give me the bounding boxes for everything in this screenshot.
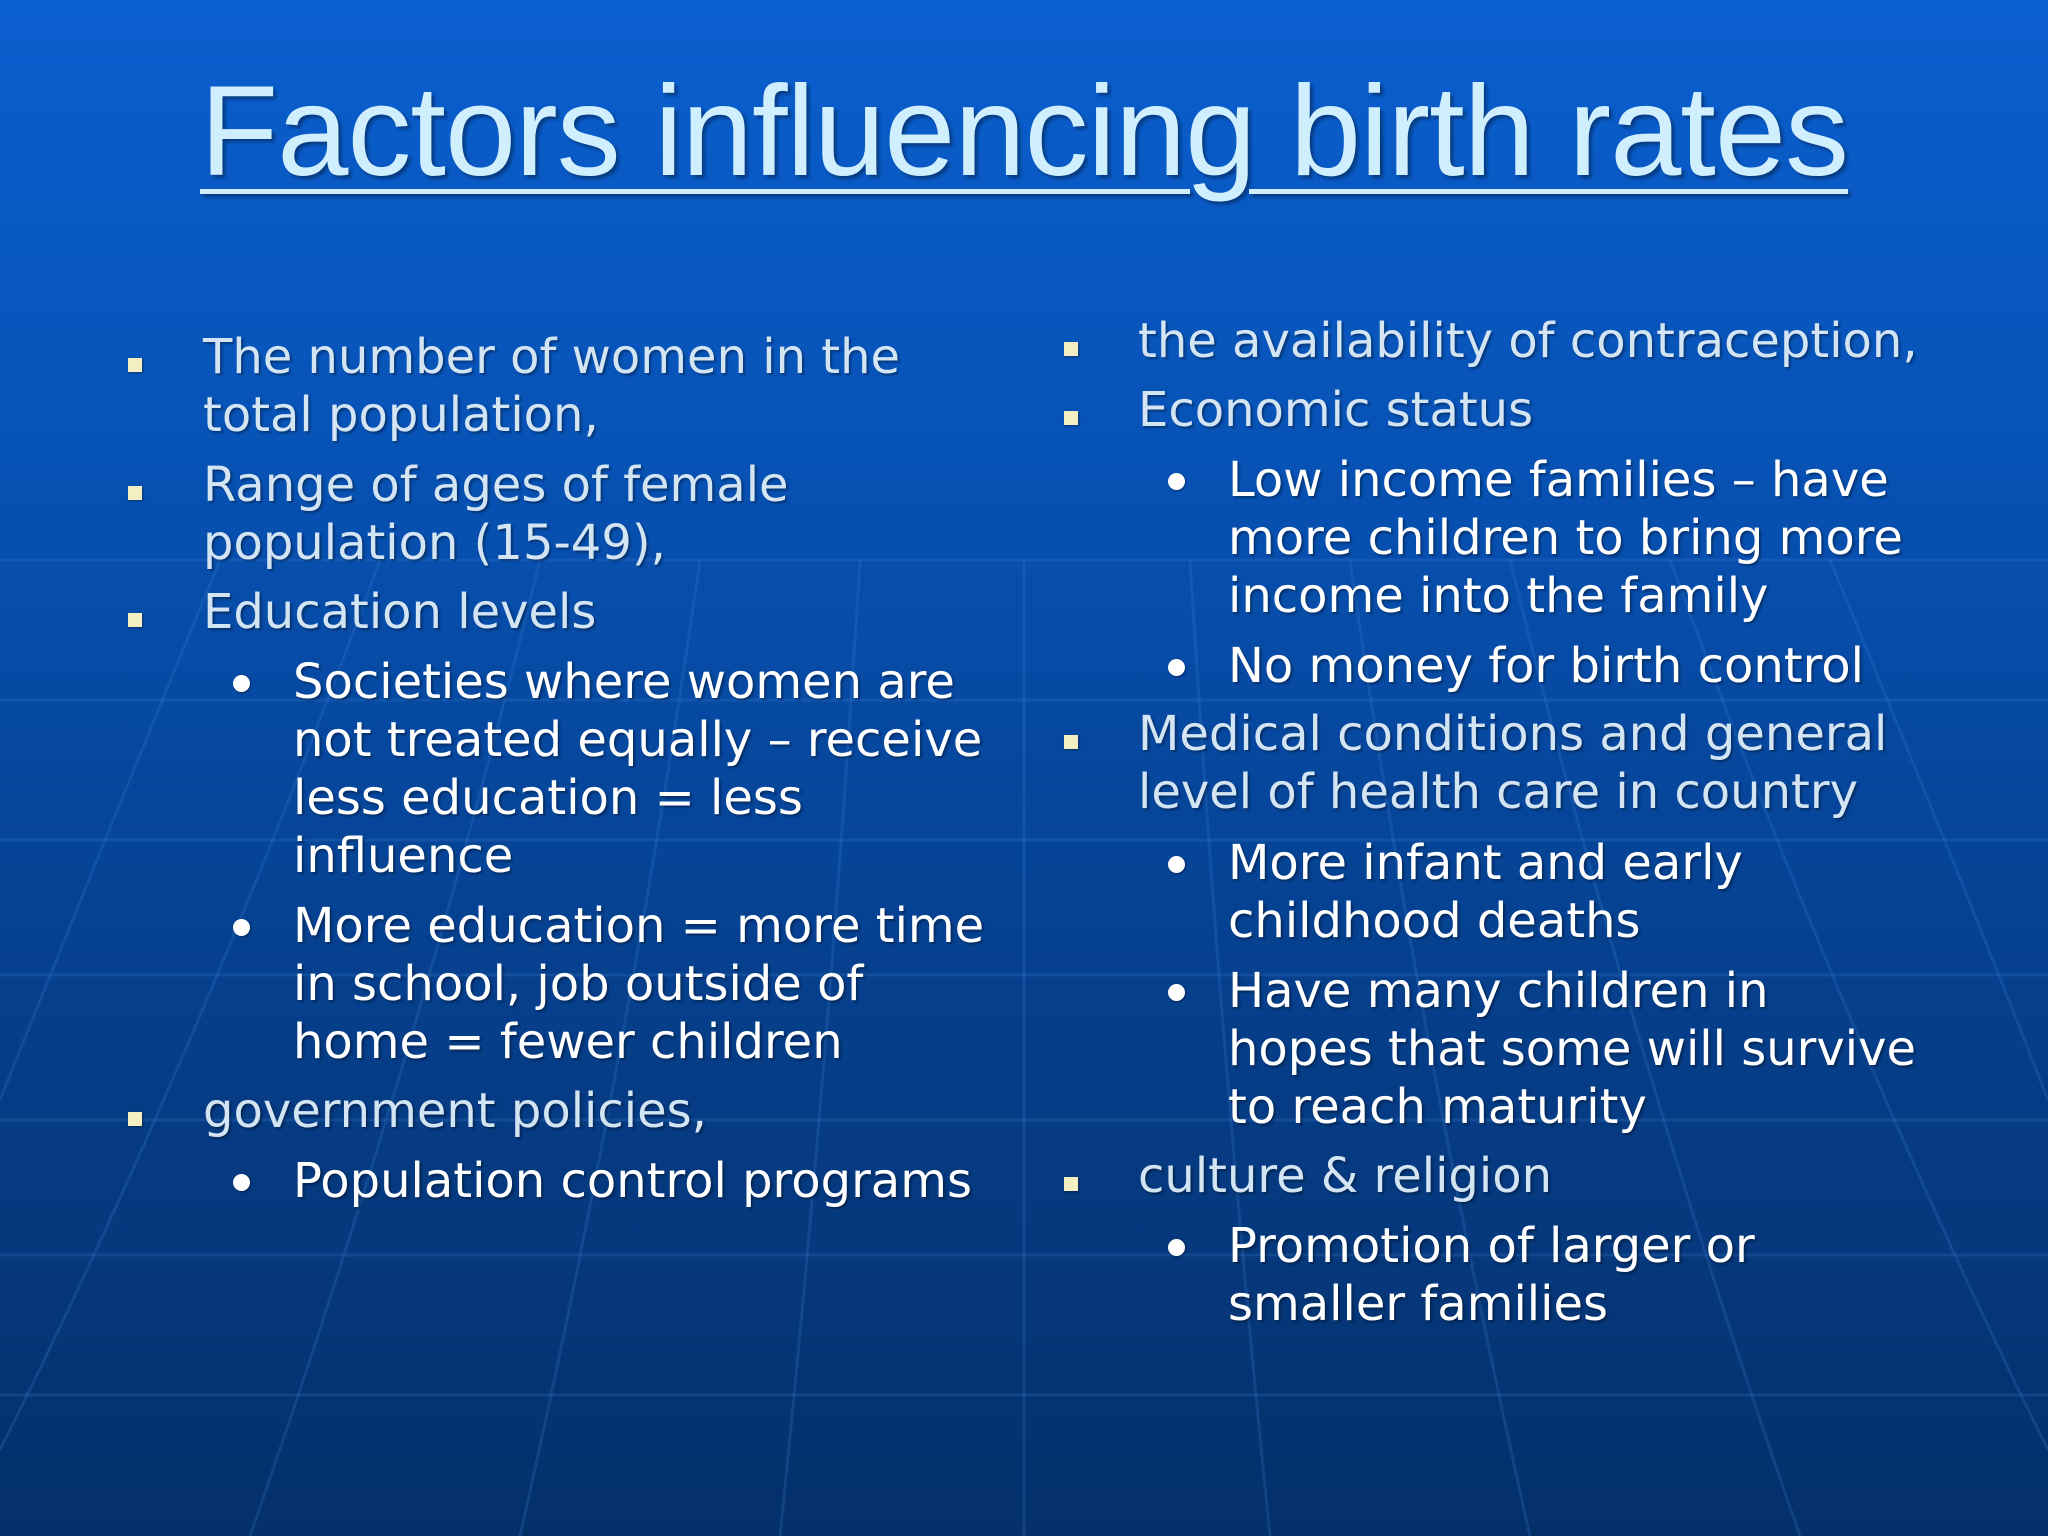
bullet-medical-conditions: Medical conditions and general level of … <box>1138 706 1888 820</box>
square-bullet-icon <box>128 358 142 372</box>
sub-bullet-more-education: More education = more time in school, jo… <box>293 898 985 1070</box>
sub-bullet-societies-unequal: Societies where women are not treated eq… <box>293 654 983 884</box>
slide-title: Factors influencing birth rates <box>200 60 1849 203</box>
sub-bullet-infant-deaths: More infant and early childhood deaths <box>1228 835 1743 949</box>
bullet-contraception: the availability of contraception, <box>1138 313 1918 369</box>
bullet-economic-status: Economic status <box>1138 382 1534 438</box>
square-bullet-icon <box>128 486 142 500</box>
sub-bullet-no-money: No money for birth control <box>1228 638 1864 694</box>
square-bullet-icon <box>128 1112 142 1126</box>
sub-bullet-low-income: Low income families – have more children… <box>1228 452 1903 624</box>
square-bullet-icon <box>1064 735 1078 749</box>
round-bullet-icon <box>1168 473 1185 490</box>
round-bullet-icon <box>1168 1239 1185 1256</box>
square-bullet-icon <box>128 613 142 627</box>
round-bullet-icon <box>1168 659 1185 676</box>
square-bullet-icon <box>1064 342 1078 356</box>
bullet-women-population: The number of women in the total populat… <box>203 329 901 443</box>
round-bullet-icon <box>233 1174 250 1191</box>
sub-bullet-many-children: Have many children in hopes that some wi… <box>1228 963 1917 1135</box>
round-bullet-icon <box>1168 856 1185 873</box>
round-bullet-icon <box>233 675 250 692</box>
sub-bullet-promotion-families: Promotion of larger or smaller families <box>1228 1218 1755 1332</box>
sub-bullet-population-control: Population control programs <box>293 1153 972 1209</box>
round-bullet-icon <box>1168 984 1185 1001</box>
bullet-government-policies: government policies, <box>203 1083 707 1139</box>
bullet-culture-religion: culture & religion <box>1138 1148 1553 1204</box>
square-bullet-icon <box>1064 411 1078 425</box>
square-bullet-icon <box>1064 1177 1078 1191</box>
round-bullet-icon <box>233 919 250 936</box>
bullet-female-age-range: Range of ages of female population (15-4… <box>203 457 789 571</box>
bullet-education-levels: Education levels <box>203 584 597 640</box>
